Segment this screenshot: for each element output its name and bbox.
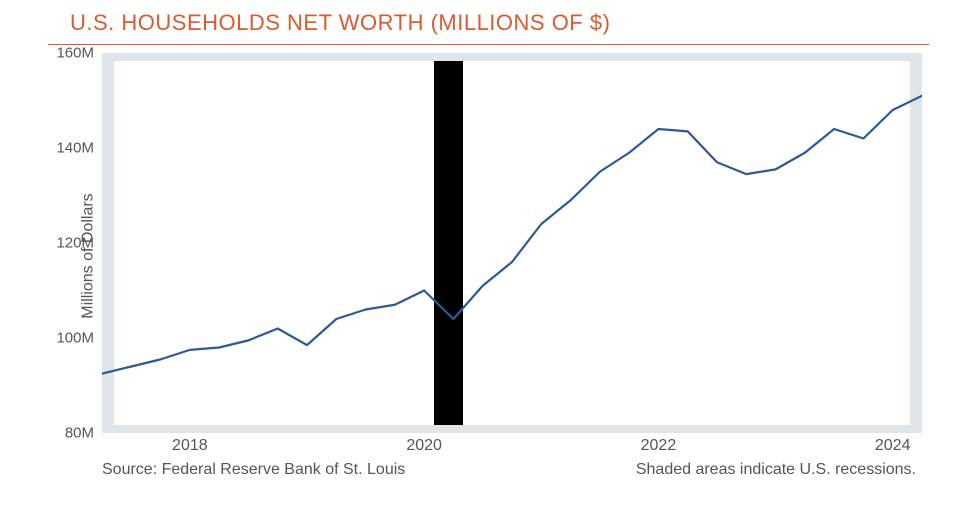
- chart-title: U.S. HOUSEHOLDS NET WORTH (MILLIONS OF $…: [70, 10, 929, 36]
- recession-note: Shaded areas indicate U.S. recessions.: [636, 461, 916, 479]
- chart-footer: Source: Federal Reserve Bank of St. Loui…: [102, 461, 922, 479]
- plot-area: [102, 53, 922, 433]
- x-tick-label: 2022: [641, 437, 677, 455]
- x-tick-label: 2020: [406, 437, 442, 455]
- y-tick-label: 120M: [56, 235, 94, 252]
- chart-area: Millions of Dollars 80M100M120M140M160M …: [48, 53, 929, 459]
- x-axis-ticks: 2018 2020 2022 2024: [102, 433, 922, 459]
- y-tick-label: 100M: [56, 330, 94, 347]
- y-tick-label: 160M: [56, 45, 94, 62]
- x-tick-label: 2024: [875, 437, 911, 455]
- y-axis-ticks: 80M100M120M140M160M: [48, 53, 100, 433]
- y-tick-label: 80M: [65, 425, 94, 442]
- source-text: Source: Federal Reserve Bank of St. Loui…: [102, 461, 405, 479]
- chart-container: U.S. HOUSEHOLDS NET WORTH (MILLIONS OF $…: [0, 0, 959, 489]
- x-tick-label: 2018: [172, 437, 208, 455]
- y-tick-label: 140M: [56, 140, 94, 157]
- title-underline: [48, 44, 929, 45]
- line-series: [102, 53, 922, 433]
